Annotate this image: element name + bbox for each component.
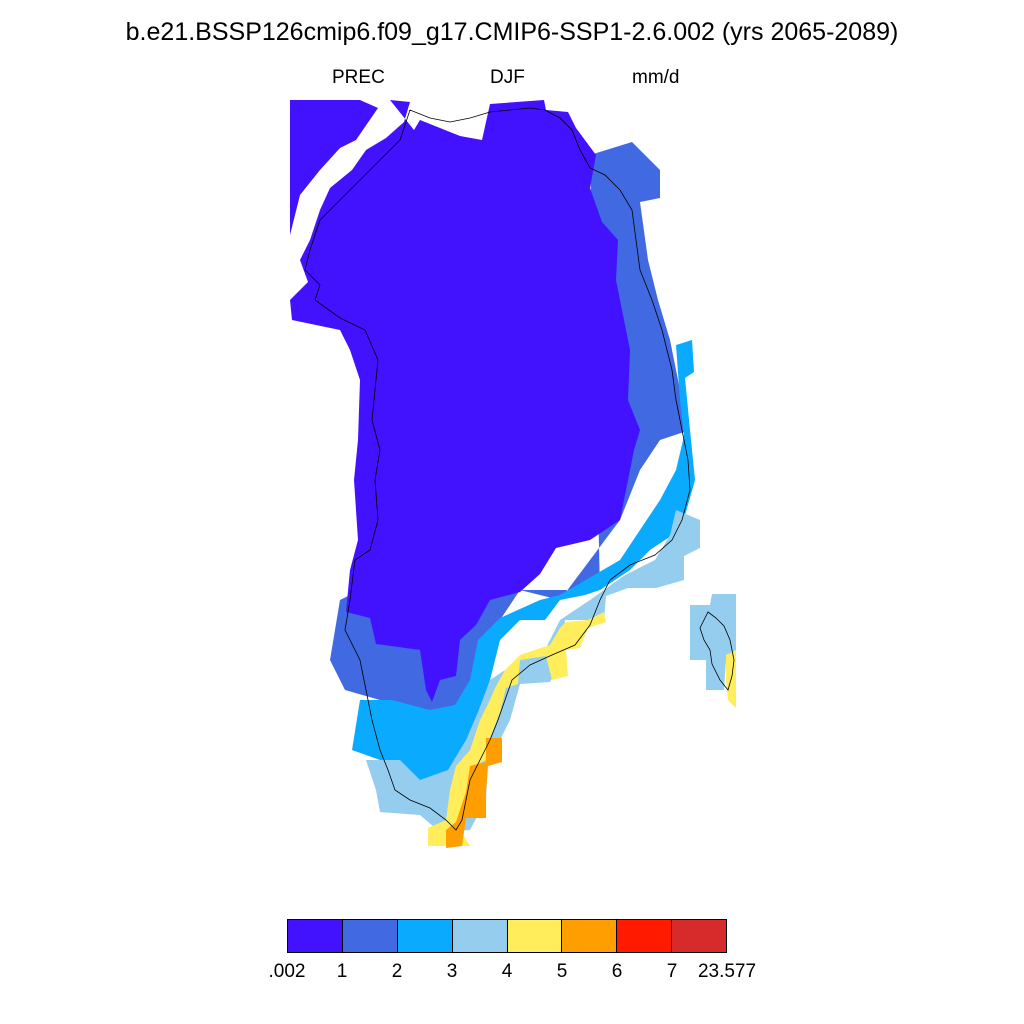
field-band-5-6-south [446, 738, 502, 848]
coastline-greenland [304, 107, 691, 831]
colorbar-swatch [397, 920, 453, 952]
colorbar-label: 4 [501, 961, 513, 982]
variable-label: PREC [332, 67, 385, 88]
colorbar-swatch [507, 920, 563, 952]
colorbar-label: 5 [556, 961, 568, 982]
colorbar [287, 919, 727, 953]
colorbar-swatch [288, 920, 343, 952]
colorbar-swatch [672, 920, 726, 952]
colorbar-label: 23.577 [697, 961, 757, 982]
colorbar-swatch [617, 920, 673, 952]
colorbar-swatch [342, 920, 398, 952]
field-band-2-3-east [352, 340, 695, 790]
colorbar-label: 6 [611, 961, 623, 982]
colorbar-label: .002 [268, 961, 306, 982]
field-band-3-4-south [366, 510, 700, 832]
field-band-4-5-south [428, 612, 606, 846]
colorbar-label: 3 [446, 961, 458, 982]
field-band-0-1-interior [290, 100, 640, 702]
colorbar-label: 1 [336, 961, 348, 982]
colorbar-label: 7 [666, 961, 678, 982]
units-label: mm/d [632, 67, 680, 88]
field-island-east [690, 594, 736, 690]
coastline-island [699, 611, 735, 691]
colorbar-swatch [452, 920, 508, 952]
colorbar-swatch [562, 920, 618, 952]
colorbar-labels: .002 1 2 3 4 5 6 7 23.577 [0, 961, 1024, 987]
plot-title: b.e21.BSSP126cmip6.f09_g17.CMIP6-SSP1-2.… [125, 18, 899, 46]
season-label: DJF [490, 67, 525, 88]
colorbar-label: 2 [391, 961, 403, 982]
